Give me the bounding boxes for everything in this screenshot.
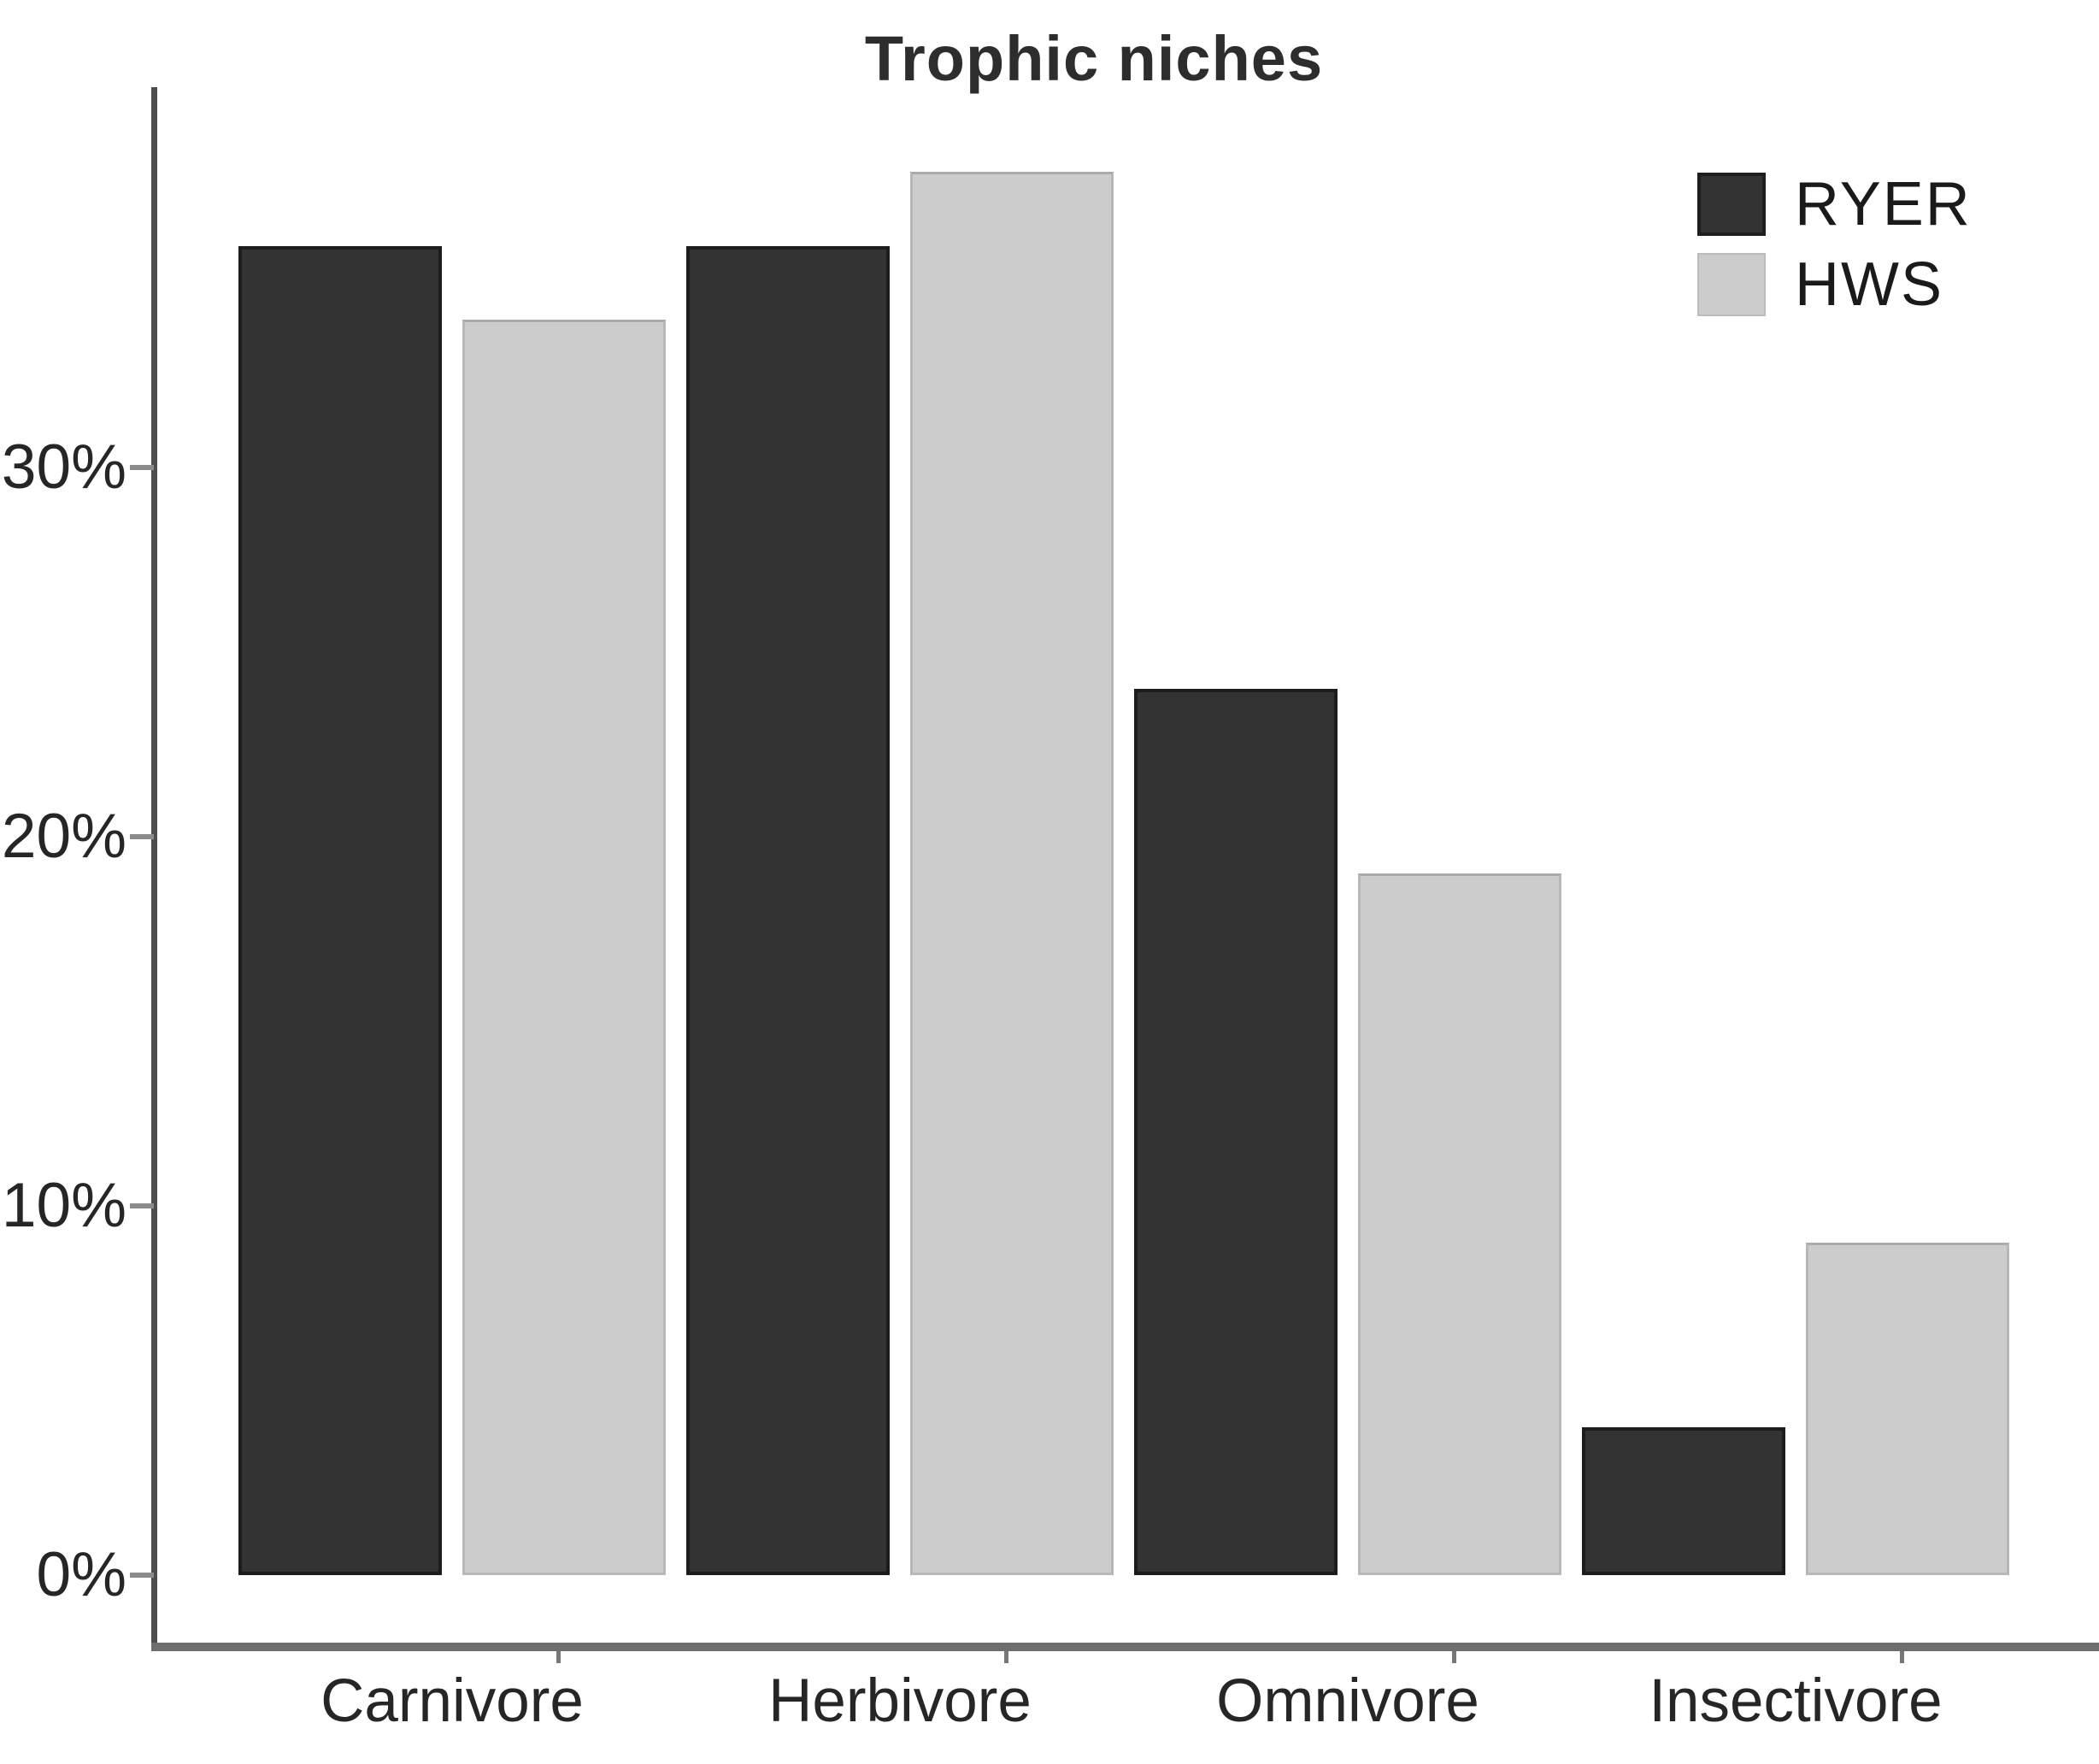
bar-herbivore-hws <box>910 172 1114 1575</box>
legend-swatch-hws <box>1697 253 1766 316</box>
legend-label-ryer: RYER <box>1795 170 1972 238</box>
legend: RYER HWS <box>1697 169 1972 320</box>
bar-carnivore-ryer <box>238 245 442 1575</box>
x-axis-category-label: Omnivore <box>1216 1667 1479 1735</box>
legend-item-ryer: RYER <box>1697 169 1972 239</box>
x-axis-tick <box>556 1651 561 1663</box>
legend-item-hws: HWS <box>1697 250 1972 320</box>
x-axis-tick <box>1004 1651 1008 1663</box>
x-axis-category-label: Herbivore <box>768 1667 1032 1735</box>
bar-herbivore-ryer <box>686 245 890 1575</box>
y-axis-tick-label: 30% <box>1 432 126 502</box>
legend-swatch-ryer <box>1697 173 1766 236</box>
bar-carnivore-hws <box>462 320 666 1575</box>
x-axis-category-label: Carnivore <box>320 1667 584 1735</box>
x-axis-tick <box>1452 1651 1456 1663</box>
x-axis-line <box>151 1643 2099 1651</box>
y-axis-tick <box>130 465 154 470</box>
x-axis-tick <box>1900 1651 1904 1663</box>
legend-label-hws: HWS <box>1795 250 1943 319</box>
x-axis-category-label: Insectivore <box>1649 1667 1943 1735</box>
y-axis-tick <box>130 1203 154 1208</box>
bar-omnivore-hws <box>1358 873 1561 1575</box>
bar-insectivore-hws <box>1806 1243 2009 1575</box>
y-axis-tick-label: 20% <box>1 802 126 871</box>
y-axis-tick <box>130 834 154 839</box>
chart-title: Trophic niches <box>864 23 1324 94</box>
y-axis-tick <box>130 1573 154 1578</box>
y-axis-tick-label: 10% <box>1 1171 126 1240</box>
y-axis-tick-label: 0% <box>36 1540 126 1609</box>
y-axis-line <box>151 87 157 1646</box>
bar-insectivore-ryer <box>1582 1427 1785 1575</box>
bar-omnivore-ryer <box>1134 689 1338 1575</box>
